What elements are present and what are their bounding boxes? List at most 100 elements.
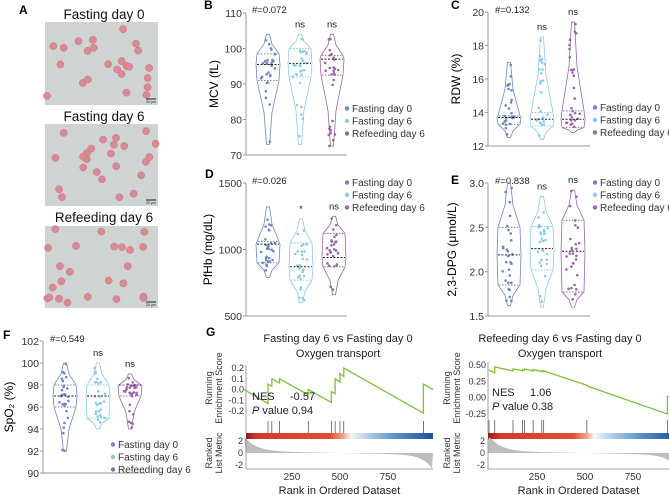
rank-axis-label: Rank in Ordered Dataset <box>518 485 640 495</box>
data-point <box>577 241 581 245</box>
red-blood-cell <box>97 227 106 236</box>
data-point <box>573 292 577 296</box>
data-point <box>298 81 302 85</box>
gsea-panel-g1: Fasting day 6 vs Fasting day 0 Oxygen tra… <box>204 333 434 495</box>
legend-label: Refeeding day 6 <box>600 128 669 139</box>
legend-label: Refeeding day 6 <box>118 465 191 476</box>
y-tick-label: 98 <box>27 380 39 392</box>
data-point <box>540 300 544 303</box>
data-point <box>267 71 270 74</box>
data-point <box>329 131 332 135</box>
data-point <box>572 86 576 90</box>
rank-tick-label: 250 <box>284 472 301 483</box>
legend-label: Fasting day 6 <box>352 117 412 128</box>
data-point <box>537 134 541 137</box>
data-point <box>539 91 543 94</box>
red-blood-cell <box>112 134 120 142</box>
data-point <box>508 82 512 86</box>
data-point <box>264 256 268 260</box>
data-point <box>576 226 580 229</box>
data-point <box>299 50 303 54</box>
y-tick-label: 1.5 <box>469 311 484 323</box>
data-point <box>300 244 303 248</box>
violin-fasting-day-6 <box>288 218 314 304</box>
gsea-title: Fasting day 6 vs Fasting day 0 <box>263 333 412 345</box>
red-blood-cell <box>83 75 92 84</box>
es-axis-label-line1: Running <box>442 371 452 405</box>
data-point <box>574 258 578 261</box>
red-blood-cell <box>79 152 87 161</box>
data-point <box>95 403 99 407</box>
data-point <box>538 58 542 62</box>
violin-panel-b: B 70 80 90 100 110 MCV (fL) #=0.072 ns ns Fasting … <box>204 0 425 162</box>
data-point <box>269 73 272 77</box>
red-blood-cell <box>125 62 134 71</box>
data-point <box>543 274 547 278</box>
violin-panel-e: E 1.5 2.0 2.5 3.0 2,3-DPG (μmol/L) #=0.838 ns ns… <box>445 173 669 323</box>
data-point <box>102 400 106 403</box>
data-point <box>539 231 543 234</box>
data-point <box>332 71 336 75</box>
data-point <box>504 126 508 130</box>
data-point <box>328 144 331 148</box>
data-point <box>95 380 98 384</box>
legend-marker <box>592 105 598 110</box>
y-tick-label: 80 <box>230 115 242 127</box>
data-point <box>301 59 305 63</box>
data-point <box>271 58 274 62</box>
data-point <box>565 255 568 258</box>
es-tick-label: 0.50 <box>468 360 486 370</box>
red-blood-cell <box>145 153 154 162</box>
es-axis-label-line2: Enrichment Score <box>214 352 224 424</box>
red-blood-cell <box>110 140 118 149</box>
data-point <box>329 128 333 132</box>
data-point <box>568 113 572 117</box>
data-point <box>302 68 306 72</box>
data-point <box>507 107 511 110</box>
y-tick-label: 100 <box>224 44 242 56</box>
data-point <box>266 218 269 222</box>
es-tick-label: -0.2 <box>228 406 244 416</box>
data-point <box>568 38 572 41</box>
es-tick-label: -0.1 <box>228 395 244 405</box>
data-point <box>546 113 549 116</box>
y-tick-label: 90 <box>230 79 242 91</box>
data-point <box>131 381 135 384</box>
red-blood-cell <box>120 142 129 150</box>
data-point <box>546 226 549 230</box>
data-point <box>324 69 328 72</box>
data-point <box>63 393 67 396</box>
data-point <box>267 244 270 248</box>
data-point <box>305 51 308 54</box>
red-blood-cell <box>113 65 122 74</box>
legend-label: Fasting day 0 <box>600 178 660 189</box>
data-point <box>63 449 66 453</box>
data-point <box>571 252 575 255</box>
p-italic: P <box>492 401 500 413</box>
legend-label: Fasting day 0 <box>352 104 412 115</box>
data-point <box>265 61 269 65</box>
data-point <box>571 298 575 301</box>
p-italic: P <box>252 405 260 417</box>
data-point <box>573 97 577 100</box>
data-point <box>326 262 329 265</box>
data-point <box>332 243 336 246</box>
y-tick-label: 500 <box>224 311 242 323</box>
red-blood-cell <box>74 37 83 46</box>
data-point <box>329 37 332 41</box>
data-point <box>323 61 327 65</box>
data-point <box>542 120 546 123</box>
red-blood-cell <box>56 60 65 69</box>
running-enrichment-line <box>488 366 669 415</box>
nes-label: NES <box>252 391 275 403</box>
data-point <box>507 268 511 271</box>
data-point <box>61 402 64 406</box>
micrograph-title-fasting-day-6: Fasting day 6 <box>63 109 144 124</box>
violin-fasting-day-0 <box>496 61 522 139</box>
data-point <box>270 61 274 64</box>
red-blood-cell <box>98 175 106 184</box>
data-point <box>269 47 273 50</box>
red-blood-cell <box>145 64 154 72</box>
violin-refeeding-day-6 <box>319 33 345 147</box>
